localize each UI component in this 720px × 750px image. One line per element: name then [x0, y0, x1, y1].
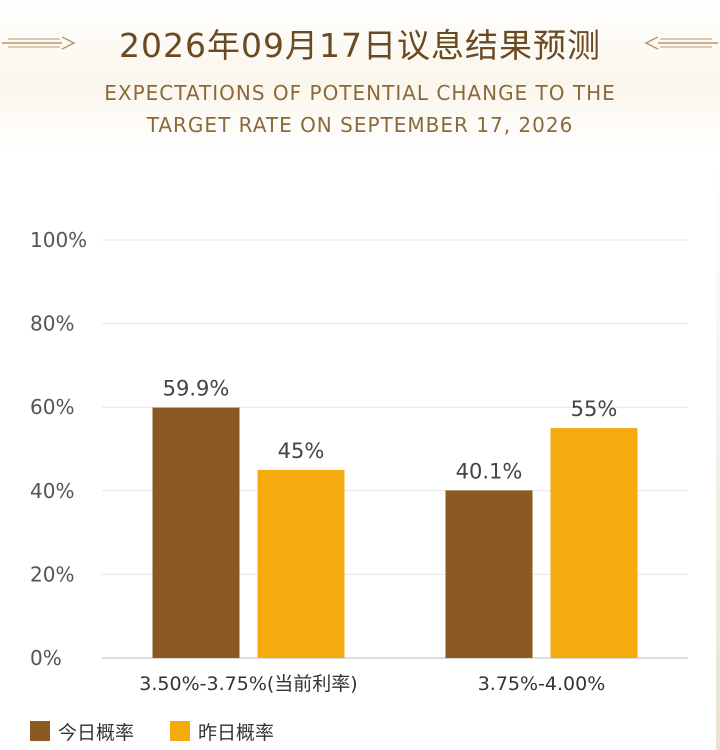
bar-today: [445, 490, 533, 658]
y-tick-label: 0%: [30, 646, 62, 670]
legend-label-today: 今日概率: [58, 721, 135, 744]
x-tick-label: 3.75%-4.00%: [478, 673, 606, 695]
legend-label-yesterday: 昨日概率: [198, 721, 275, 744]
chart-header: 2026年09月17日议息结果预测 EXPECTATIONS OF POTENT…: [0, 0, 720, 150]
data-label: 59.9%: [163, 377, 230, 401]
legend-item-yesterday: 昨日概率: [170, 717, 274, 745]
bars: [152, 407, 638, 658]
chart-subtitle-line-2: TARGET RATE ON SEPTEMBER 17, 2026: [146, 113, 574, 137]
data-label: 40.1%: [456, 459, 523, 483]
bar-yesterday: [550, 428, 638, 658]
right-edge-shadow: [716, 160, 720, 750]
data-label: 55%: [571, 397, 618, 421]
bar-chart: 0% 20% 40% 60% 80% 100% 59.9% 45% 40.1% 55% 3.50…: [30, 228, 688, 695]
legend-swatch-yesterday: [170, 721, 190, 741]
y-tick-label: 80%: [30, 312, 74, 336]
left-ornament-icon: [2, 36, 76, 50]
chart-subtitle-line-1: EXPECTATIONS OF POTENTIAL CHANGE TO THE: [104, 81, 616, 105]
data-label: 45%: [278, 439, 325, 463]
y-tick-label: 40%: [30, 479, 74, 503]
right-ornament-icon: [644, 36, 718, 50]
y-tick-label: 100%: [30, 228, 87, 252]
data-labels: 59.9% 45% 40.1% 55%: [163, 377, 618, 484]
y-tick-label: 60%: [30, 395, 74, 419]
x-axis-ticks: 3.50%-3.75%(当前利率) 3.75%-4.00%: [139, 673, 605, 695]
x-tick-label: 3.50%-3.75%(当前利率): [139, 673, 357, 695]
legend-item-today: 今日概率: [30, 717, 134, 745]
bar-yesterday: [257, 469, 345, 658]
legend-swatch-today: [30, 721, 50, 741]
y-axis-ticks: 0% 20% 40% 60% 80% 100%: [30, 228, 87, 670]
chart-title: 2026年09月17日议息结果预测: [119, 26, 601, 65]
bar-today: [152, 407, 240, 658]
y-tick-label: 20%: [30, 562, 74, 586]
